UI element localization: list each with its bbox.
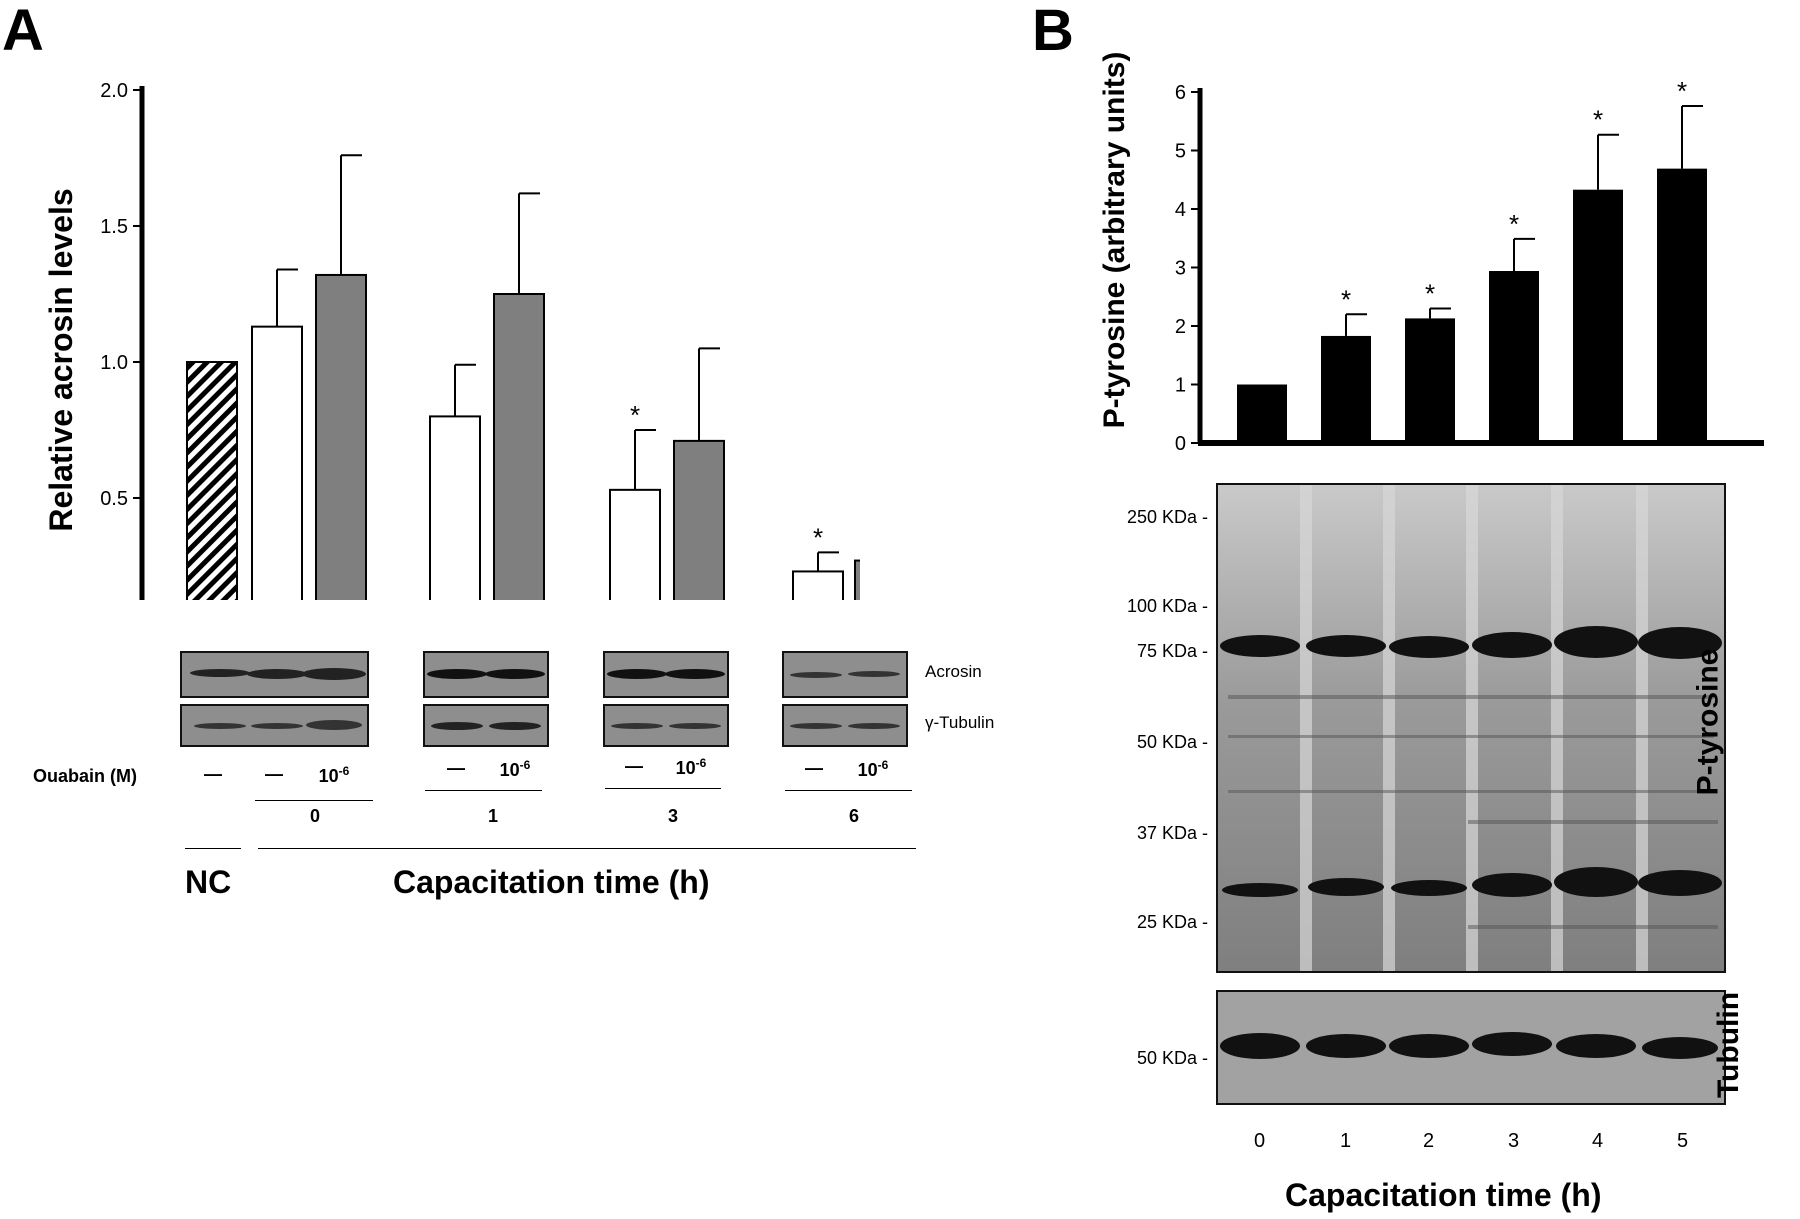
p-tyrosine-blot-label: P-tyrosine [1691,648,1725,796]
ouabain-0h-dash: — [265,764,283,784]
lane-label-3: 3 [1508,1130,1520,1152]
y-tick-label-b: 3 [1175,258,1186,280]
y-tick-label: 0.5 [100,488,128,510]
y-tick-label-b: 5 [1175,141,1186,163]
bar [493,293,545,600]
mw-marker-75: 75 KDa - [1136,641,1208,661]
bar-b [1321,335,1371,443]
bar [315,273,367,600]
ouabain-6h-dash: — [805,758,823,778]
mw-marker-50: 50 KDa - [1136,732,1208,752]
ouabain-1h-conc: 10-6 [499,758,531,780]
bar [186,361,238,600]
y-tick-label: 1.5 [100,216,128,238]
time-label-3h: 3 [667,806,678,826]
significance-marker-b: * [1425,278,1435,308]
group-line-6h [785,790,912,791]
y-tick-label: 2.0 [100,80,128,102]
mw-marker-250: 250 KDa - [1126,507,1208,527]
y-axis-label: Relative acrosin levels [43,188,79,531]
panel-a-letter: A [2,0,44,63]
bar-b [1573,189,1623,443]
mw-marker-100: 100 KDa - [1126,596,1208,616]
y-tick-label: 1.0 [100,352,128,374]
tubulin-blot-label: γ-Tubulin [925,713,995,732]
y-tick-label-b: 4 [1175,199,1186,221]
significance-marker-b: * [1677,76,1687,106]
bar-b [1237,384,1287,443]
nc-line [185,848,241,849]
ouabain-3h-conc: 10-6 [675,756,707,778]
y-axis-label-b: P-tyrosine (arbitrary units) [1098,52,1131,429]
time-label-0h: 0 [309,806,320,826]
ouabain-6h-conc: 10-6 [857,758,889,780]
significance-marker-b: * [1593,105,1603,135]
y-tick-label-b: 6 [1175,82,1186,104]
bar [792,570,844,600]
ouabain-label: Ouabain (M) [33,766,137,786]
bar [673,439,725,600]
tubulin-blot-1h [423,704,549,747]
acrosin-blot-3h [603,651,729,698]
bar [429,415,481,600]
nc-label: NC [185,864,232,900]
mw-marker-25: 25 KDa - [1136,912,1208,932]
acrosin-blot-6h [782,651,908,698]
panel-b-bar-chart: 0 1 2 3 4 5 6 P-tyrosine (arbitrary units) * * * * * [1098,52,1764,455]
time-label-1h: 1 [487,806,498,826]
mw-marker-tubulin-50: 50 KDa - [1136,1048,1208,1068]
lane-label-1: 1 [1340,1130,1352,1152]
tubulin-blot-3h [603,704,729,747]
group-line-1h [425,790,542,791]
lane-label-0: 0 [1254,1130,1266,1152]
bar [251,325,303,600]
y-tick-label-b: 0 [1175,433,1186,455]
ouabain-1h-dash: — [447,758,465,778]
panel-b-xlabel: Capacitation time (h) [1285,1177,1602,1213]
bar-b [1489,271,1539,443]
tubulin-blot-0h [180,704,369,747]
ouabain-3h-dash: — [625,756,643,776]
tubulin-blot-b [1216,990,1726,1105]
panel-b-letter: B [1032,0,1074,63]
ouabain-0h-conc: 10-6 [318,764,350,786]
acrosin-blot-0h [180,651,369,698]
tubulin-blot-6h [782,704,908,747]
group-line-0h [255,800,373,801]
p-tyrosine-blot [1216,483,1726,973]
significance-marker: * [813,522,823,552]
acrosin-blot-1h [423,651,549,698]
significance-marker: * [630,400,640,430]
ouabain-nc-dash: — [204,764,222,784]
lane-label-2: 2 [1423,1130,1435,1152]
panel-a-xlabel: Capacitation time (h) [393,864,710,900]
group-line-3h [605,788,721,789]
time-label-6h: 6 [848,806,859,826]
tubulin-blot-label-b: Tubulin [1711,991,1745,1099]
lane-label-4: 4 [1592,1130,1604,1152]
significance-marker-b: * [1341,284,1351,314]
significance-marker-b: * [1509,209,1519,239]
y-tick-label-b: 1 [1175,375,1186,397]
capacitation-line [258,848,916,849]
bar [609,488,661,600]
bar [854,559,860,600]
acrosin-blot-label: Acrosin [925,662,982,681]
lane-label-5: 5 [1677,1130,1689,1152]
mw-marker-37: 37 KDa - [1136,823,1208,843]
bar-b [1405,318,1455,443]
y-tick-label-b: 2 [1175,316,1186,338]
bar-b [1657,168,1707,443]
